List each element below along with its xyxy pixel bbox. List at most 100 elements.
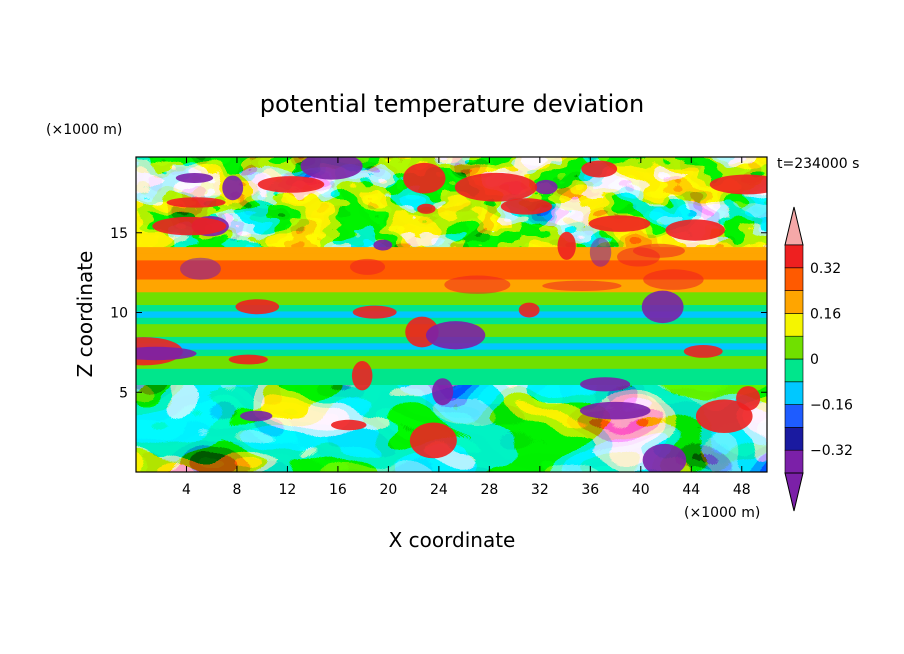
anomaly-blob: [454, 172, 538, 202]
stratified-band: [136, 361, 767, 369]
anomaly-blob: [641, 290, 684, 324]
y-tick-label: 15: [110, 226, 128, 242]
x-tick-label: 24: [430, 482, 448, 498]
x-tick-label: 16: [329, 482, 347, 498]
colorbar-tick-label: 0.16: [810, 306, 841, 322]
stratified-band: [136, 266, 767, 274]
colorbar-segment: [784, 427, 804, 451]
y-unit-label: (×1000 m): [46, 122, 122, 138]
x-tick-label: 40: [632, 482, 650, 498]
anomaly-blob: [222, 175, 244, 201]
plot-frame: [135, 156, 768, 473]
x-unit-label: (×1000 m): [684, 505, 760, 521]
colorbar-tick-label: 0: [810, 352, 819, 368]
anomaly-blob: [409, 422, 457, 459]
x-axis: 4 8 12 16 20 24 28 32 36 40 44 48: [182, 157, 751, 498]
anomaly-blob: [588, 215, 651, 232]
x-tick-label: 4: [182, 482, 191, 498]
anomaly-blob: [300, 157, 363, 180]
anomaly-blob: [642, 443, 687, 472]
stratified-band: [136, 349, 767, 357]
anomaly-blob: [349, 258, 386, 275]
anomaly-blob: [136, 346, 197, 361]
colorbar-segment: [784, 358, 804, 383]
x-tick-label: 36: [581, 482, 599, 498]
chart-title: potential temperature deviation: [260, 90, 644, 118]
anomaly-blob: [500, 198, 553, 215]
x-tick-label: 28: [480, 482, 498, 498]
anomaly-blob: [432, 378, 454, 406]
anomaly-blob: [152, 216, 227, 236]
colorbar-extend-top: [784, 206, 804, 246]
anomaly-blob: [542, 280, 622, 291]
stratified-band: [136, 310, 767, 318]
stratified-band: [136, 259, 767, 267]
anomaly-blob: [351, 361, 373, 391]
y-tick-label: 10: [110, 306, 128, 322]
time-label: t=234000 s: [777, 156, 859, 172]
x-tick-label: 32: [531, 482, 549, 498]
anomaly-blob: [352, 305, 397, 319]
colorbar-tick-label: −0.16: [810, 398, 853, 414]
colorbar-segment: [784, 335, 804, 360]
anomaly-blob: [235, 299, 280, 315]
anomaly-blob: [683, 344, 723, 358]
anomaly-blob: [665, 219, 725, 241]
blob-group: [136, 157, 767, 472]
plot-area: [136, 157, 767, 472]
stratified-band: [136, 247, 767, 254]
y-axis: 5 10 15: [110, 226, 767, 401]
x-tick-label: 8: [232, 482, 241, 498]
colorbar-tick-label: 0.32: [810, 261, 841, 277]
anomaly-blob: [240, 410, 273, 422]
y-axis-label: Z coordinate: [73, 251, 97, 378]
anomaly-blob: [632, 243, 685, 258]
colorbar-segment: [784, 290, 804, 314]
anomaly-blob: [589, 237, 612, 267]
colorbar-segment: [784, 381, 804, 405]
stratified-band: [136, 272, 767, 280]
colorbar-segment: [784, 244, 804, 269]
anomaly-blob: [534, 179, 558, 195]
x-tick-label: 48: [733, 482, 751, 498]
stratified-band: [136, 253, 767, 261]
colorbar-segment: [784, 449, 804, 474]
anomaly-blob: [580, 377, 631, 392]
anomaly-blob: [417, 203, 436, 214]
stratified-band: [136, 304, 767, 312]
anomaly-blob: [581, 160, 618, 178]
stratified-band: [136, 291, 767, 299]
anomaly-blob: [695, 399, 753, 434]
anomaly-blob: [736, 386, 761, 411]
anomaly-blob: [709, 174, 767, 195]
y-tick-label: 5: [119, 385, 128, 401]
x-tick-label: 44: [682, 482, 700, 498]
x-tick-label: 12: [279, 482, 297, 498]
colorbar: 0.32 0.16 0 −0.16 −0.32: [784, 206, 853, 512]
anomaly-blob: [643, 269, 704, 290]
colorbar-segment: [784, 267, 804, 291]
anomaly-blob: [444, 275, 511, 294]
anomaly-blob: [403, 162, 446, 194]
x-tick-label: 20: [379, 482, 397, 498]
anomaly-blob: [373, 239, 393, 251]
colorbar-tick-label: −0.32: [810, 443, 853, 459]
colorbar-segment: [784, 404, 804, 428]
anomaly-blob: [557, 231, 576, 260]
anomaly-blob: [579, 401, 651, 420]
colorbar-extend-bottom: [784, 472, 804, 512]
anomaly-blob: [166, 197, 226, 208]
anomaly-blob: [180, 257, 221, 280]
stratified-band: [136, 298, 767, 306]
x-axis-label: X coordinate: [389, 528, 516, 552]
anomaly-blob: [425, 321, 486, 350]
region-upper-mixed: [136, 157, 767, 252]
anomaly-blob: [518, 302, 540, 318]
colorbar-segment: [784, 313, 804, 337]
stratified-band: [136, 355, 767, 363]
anomaly-blob: [330, 419, 367, 431]
stratified-band: [136, 317, 767, 325]
anomaly-blob: [228, 354, 268, 365]
anomaly-blob: [257, 176, 325, 193]
